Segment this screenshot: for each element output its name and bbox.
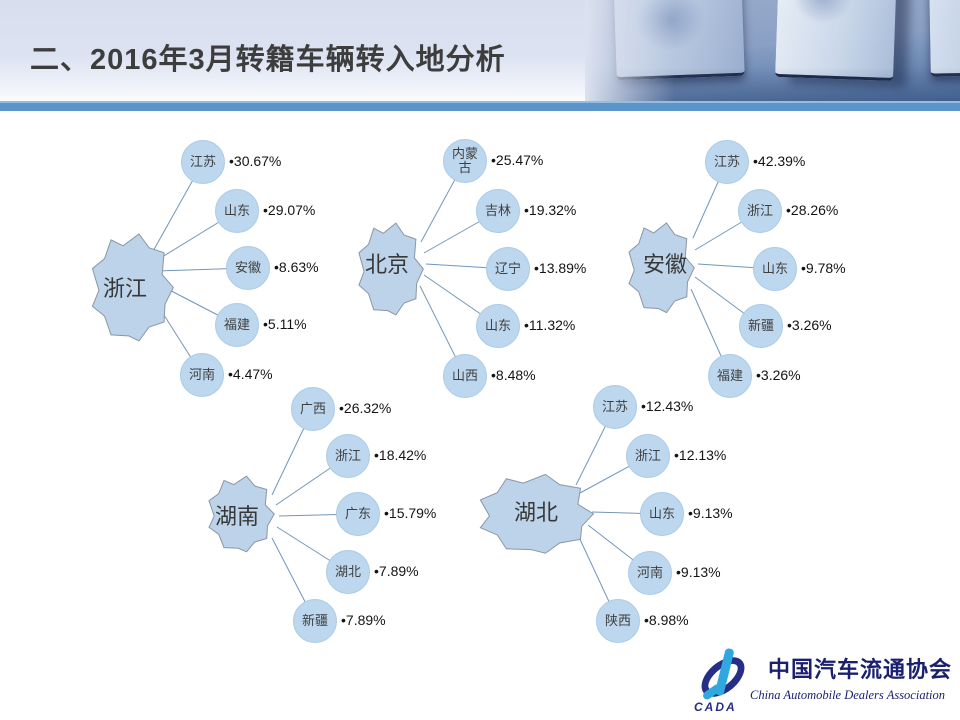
logo-name-english: China Automobile Dealers Association	[750, 688, 946, 702]
cluster-zhejiang: 浙江 江苏 •30.67% 山东 •29.07% 安徽 •8.63% 福建 •5…	[80, 135, 380, 410]
province-map-shape	[92, 234, 173, 341]
cada-logo-icon: CADA	[692, 647, 758, 714]
target-node: 浙江	[738, 189, 782, 233]
target-node: 安徽	[226, 246, 270, 290]
target-percent: •15.79%	[384, 505, 437, 521]
header-cubes-photo	[585, 0, 960, 101]
worldmap-texture	[633, 0, 706, 52]
target-percent: •12.13%	[674, 447, 727, 463]
cube-graphic	[929, 0, 960, 77]
target-node: 内蒙古	[443, 139, 487, 183]
map-label: 湖南	[214, 504, 259, 529]
target-node: 河南	[180, 353, 224, 397]
page-title: 二、2016年3月转籍车辆转入地分析	[30, 44, 506, 76]
target-percent: •29.07%	[263, 202, 316, 218]
target-node: 福建	[215, 303, 259, 347]
target-percent: •9.13%	[688, 505, 733, 521]
target-percent: •7.89%	[341, 612, 386, 628]
target-percent: •30.67%	[229, 153, 282, 169]
cada-logo: CADA 中国汽车流通协会 China Automobile Dealers A…	[686, 646, 956, 718]
target-node: 江苏	[593, 385, 637, 429]
target-percent: •8.98%	[644, 612, 689, 628]
target-node: 湖北	[326, 550, 370, 594]
cube-graphic	[775, 0, 897, 82]
target-percent: •25.47%	[491, 152, 544, 168]
target-percent: •9.13%	[676, 564, 721, 580]
cluster-hubei: 湖北 江苏 •12.43% 浙江 •12.13% 山东 •9.13% 河南 •9…	[470, 385, 800, 660]
target-node: 辽宁	[486, 247, 530, 291]
target-node: 浙江	[326, 434, 370, 478]
target-node: 浙江	[626, 434, 670, 478]
target-node: 福建	[708, 354, 752, 398]
target-percent: •13.89%	[534, 260, 587, 276]
target-node: 河南	[628, 551, 672, 595]
target-percent: •12.43%	[641, 398, 694, 414]
target-node: 新疆	[739, 304, 783, 348]
cube-graphic	[613, 0, 745, 81]
target-percent: •26.32%	[339, 400, 392, 416]
target-node: 广西	[291, 387, 335, 431]
cluster-anhui: 安徽 江苏 •42.39% 浙江 •28.26% 山东 •9.78% 新疆 •3…	[620, 130, 950, 405]
target-node: 吉林	[476, 189, 520, 233]
target-percent: •8.63%	[274, 259, 319, 275]
target-percent: •3.26%	[787, 317, 832, 333]
map-label: 湖北	[513, 500, 558, 525]
province-map-shape	[359, 223, 423, 315]
target-node: 山东	[753, 247, 797, 291]
target-node: 山东	[476, 304, 520, 348]
target-percent: •18.42%	[374, 447, 427, 463]
target-percent: •7.89%	[374, 563, 419, 579]
target-percent: •42.39%	[753, 153, 806, 169]
target-node: 新疆	[293, 599, 337, 643]
logo-acronym: CADA	[694, 700, 737, 714]
cluster-hunan: 湖南 广西 •26.32% 浙江 •18.42% 广东 •15.79% 湖北 •…	[190, 385, 490, 660]
target-node: 山西	[443, 354, 487, 398]
target-node: 山东	[640, 492, 684, 536]
target-percent: •5.11%	[263, 316, 307, 332]
target-node: 江苏	[705, 140, 749, 184]
province-map-shape	[480, 474, 593, 553]
target-node: 山东	[215, 189, 259, 233]
target-node: 江苏	[181, 140, 225, 184]
target-percent: •4.47%	[228, 366, 273, 382]
target-percent: •11.32%	[524, 317, 576, 333]
target-node: 陕西	[596, 599, 640, 643]
header-accent-bar	[0, 101, 960, 111]
cluster-beijing: 北京 内蒙古 •25.47% 吉林 •19.32% 辽宁 •13.89% 山东 …	[345, 130, 645, 405]
province-map-shape	[209, 476, 274, 552]
worldmap-texture	[791, 0, 854, 25]
connector-lines	[80, 161, 249, 376]
target-percent: •9.78%	[801, 260, 846, 276]
target-percent: •28.26%	[786, 202, 839, 218]
map-label: 浙江	[102, 276, 147, 301]
target-percent: •19.32%	[524, 202, 577, 218]
logo-name-chinese: 中国汽车流通协会	[768, 657, 953, 682]
map-label: 北京	[364, 252, 409, 277]
target-percent: •8.48%	[491, 367, 536, 383]
province-map-shape	[629, 223, 694, 313]
slide-header: 二、2016年3月转籍车辆转入地分析	[0, 0, 960, 101]
target-node: 广东	[336, 492, 380, 536]
target-percent: •3.26%	[756, 367, 801, 383]
map-label: 安徽	[642, 252, 687, 277]
